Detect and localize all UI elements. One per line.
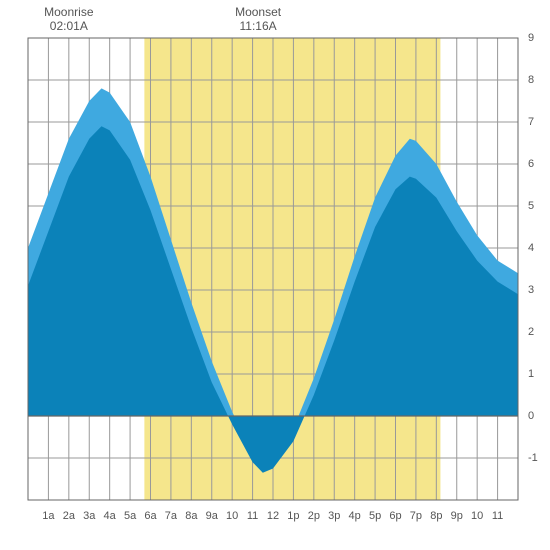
y-tick-label: 7: [528, 116, 534, 128]
x-tick-label: 9p: [451, 510, 463, 522]
y-tick-label: 8: [528, 74, 534, 86]
x-tick-label: 6a: [144, 510, 156, 522]
tide-chart: 1a2a3a4a5a6a7a8a9a1011121p2p3p4p5p6p7p8p…: [0, 0, 550, 550]
x-tick-label: 2p: [308, 510, 320, 522]
x-tick-label: 4p: [349, 510, 361, 522]
y-tick-label: 4: [528, 242, 534, 254]
x-tick-label: 9a: [206, 510, 218, 522]
x-tick-label: 5a: [124, 510, 136, 522]
tide-chart-svg: [0, 0, 550, 550]
x-tick-label: 3a: [83, 510, 95, 522]
x-tick-label: 8p: [430, 510, 442, 522]
moonrise-label-time: 02:01A: [39, 19, 99, 33]
x-tick-label: 8a: [185, 510, 197, 522]
y-tick-label: 0: [528, 410, 534, 422]
moonset-label-title: Moonset: [228, 5, 288, 19]
x-tick-label: 1p: [287, 510, 299, 522]
x-tick-label: 5p: [369, 510, 381, 522]
moonset-label-time: 11:16A: [228, 19, 288, 33]
x-tick-label: 1a: [42, 510, 54, 522]
y-tick-label: 5: [528, 200, 534, 212]
x-tick-label: 11: [492, 510, 503, 522]
x-tick-label: 4a: [104, 510, 116, 522]
y-tick-label: 6: [528, 158, 534, 170]
x-tick-label: 10: [471, 510, 483, 522]
x-tick-label: 12: [267, 510, 279, 522]
y-tick-label: 2: [528, 326, 534, 338]
x-tick-label: 6p: [389, 510, 401, 522]
moonset-label: Moonset 11:16A: [228, 5, 288, 34]
x-tick-label: 11: [247, 510, 258, 522]
y-tick-label: -1: [528, 452, 538, 464]
moonrise-label: Moonrise 02:01A: [39, 5, 99, 34]
x-tick-label: 2a: [63, 510, 75, 522]
x-tick-label: 7a: [165, 510, 177, 522]
moonrise-label-title: Moonrise: [39, 5, 99, 19]
x-tick-label: 3p: [328, 510, 340, 522]
x-tick-label: 7p: [410, 510, 422, 522]
y-tick-label: 9: [528, 32, 534, 44]
y-tick-label: 1: [528, 368, 534, 380]
y-tick-label: 3: [528, 284, 534, 296]
x-tick-label: 10: [226, 510, 238, 522]
